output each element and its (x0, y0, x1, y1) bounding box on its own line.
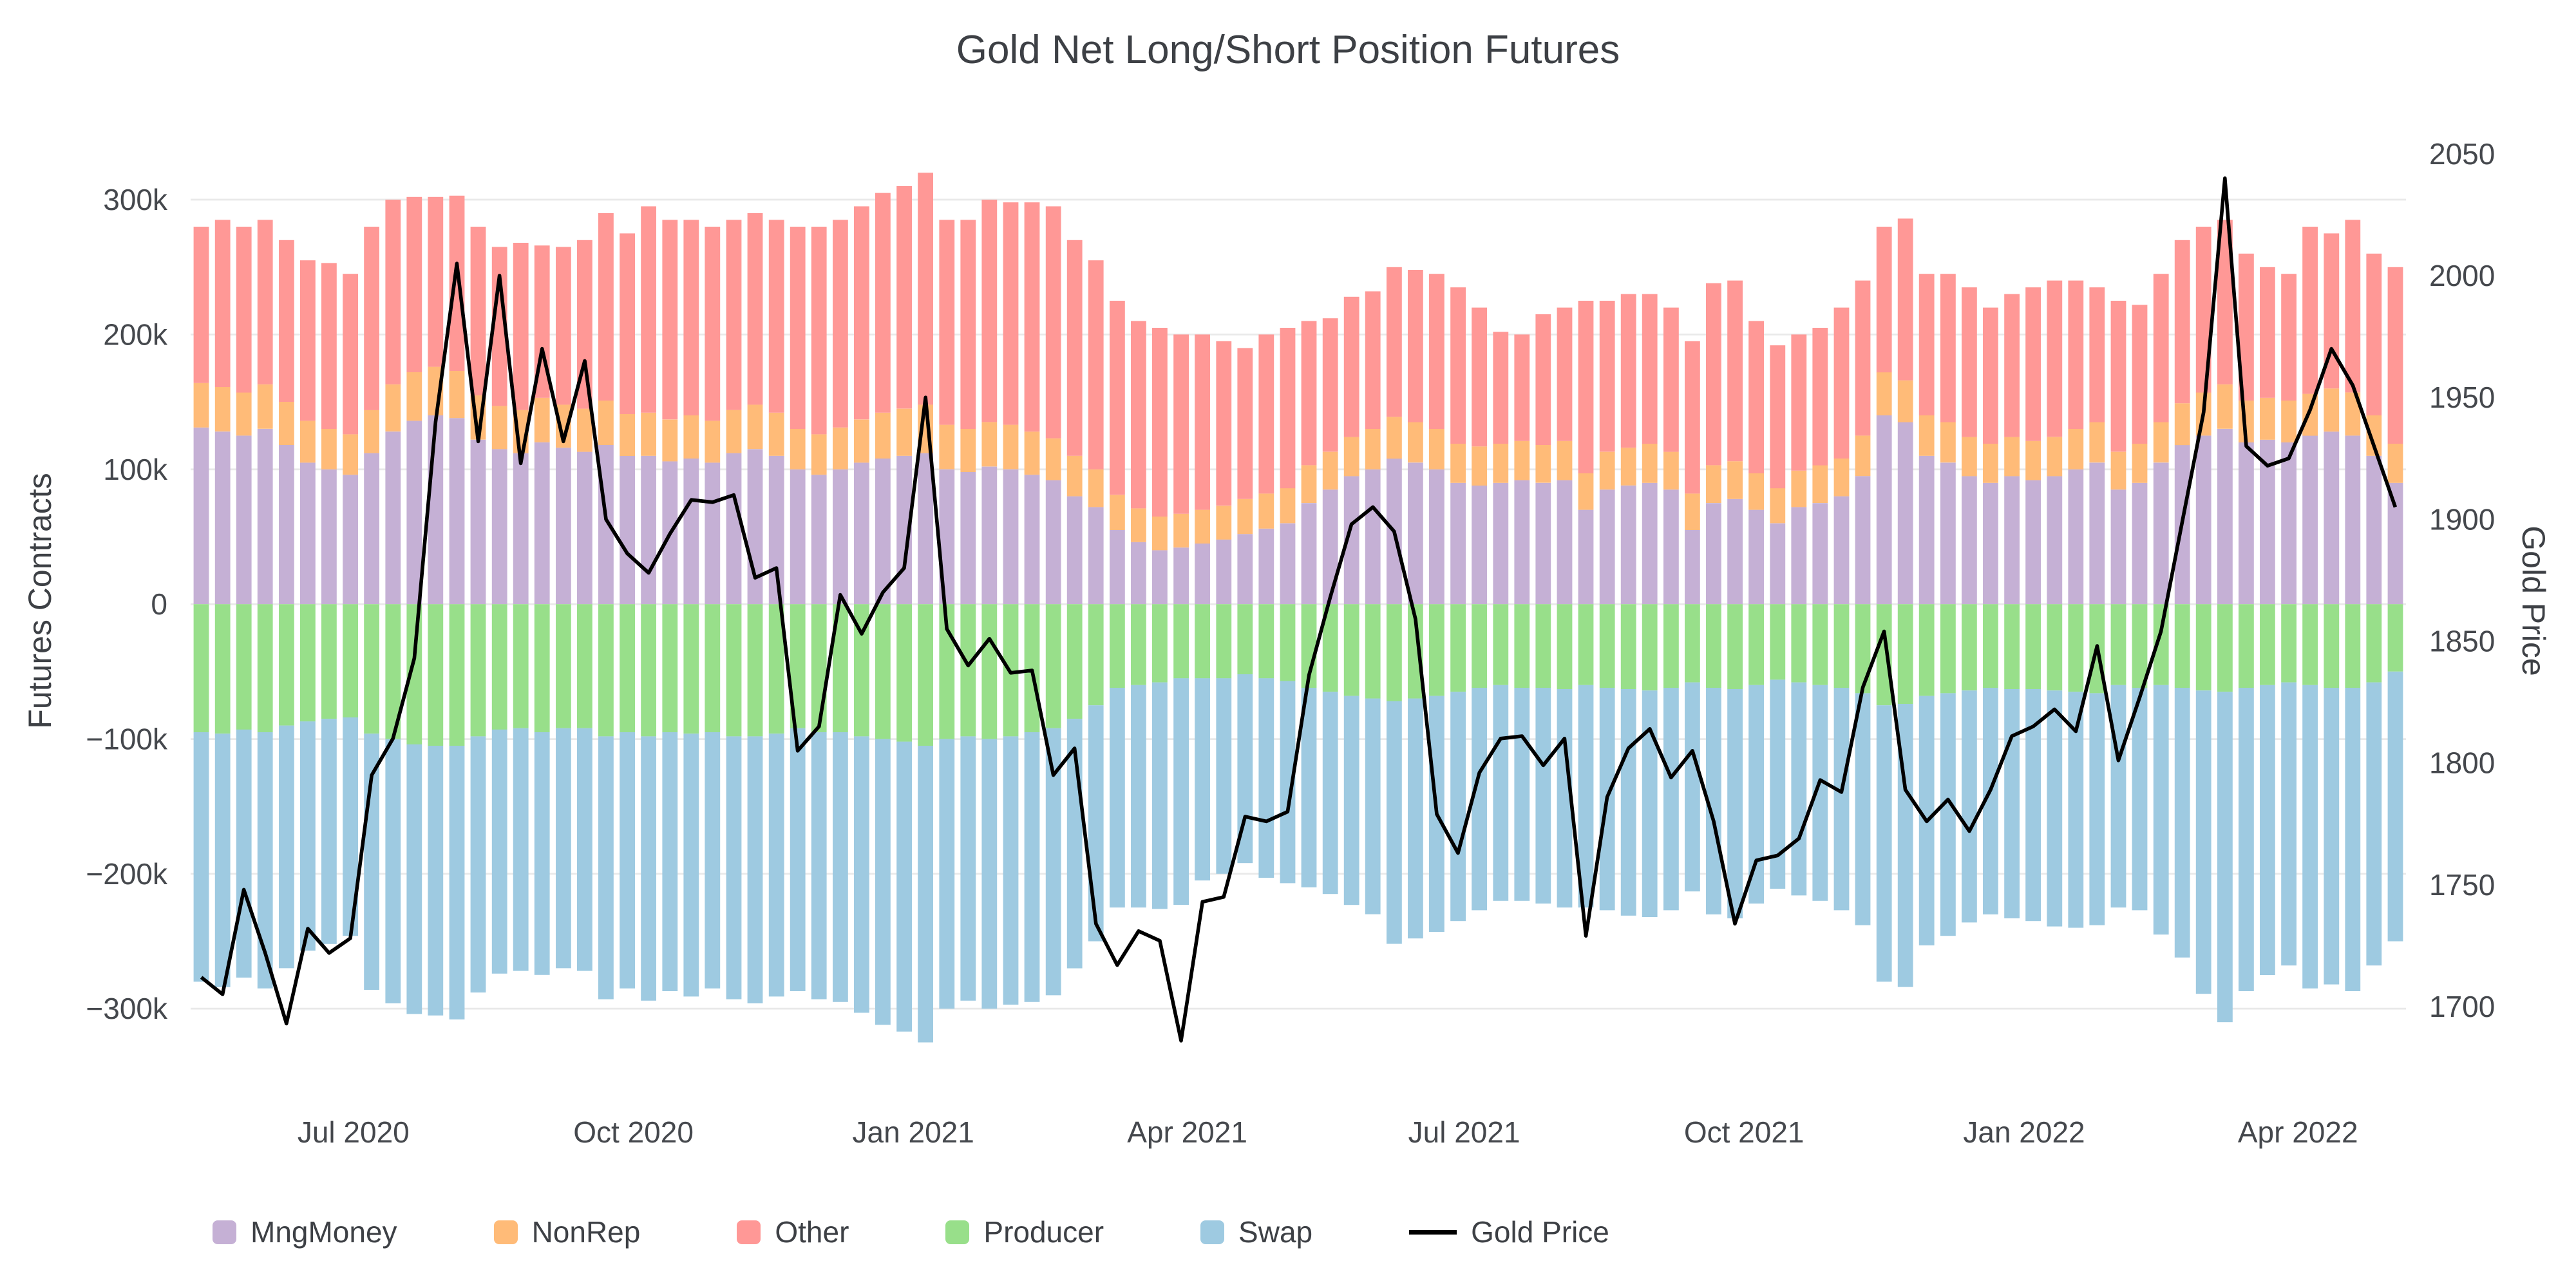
legend-label: Gold Price (1471, 1215, 1609, 1249)
legend-label: Producer (983, 1215, 1104, 1249)
legend-label: Swap (1238, 1215, 1313, 1249)
gold-price-line[interactable] (200, 176, 2398, 1043)
tick-label: Apr 2022 (2238, 1115, 2358, 1149)
tick-label: 1900 (2429, 502, 2495, 536)
tick-label: Jul 2021 (1408, 1115, 1520, 1149)
tick-label: 1950 (2429, 381, 2495, 414)
tick-label: 200k (103, 317, 168, 351)
tick-label: −100k (86, 723, 168, 756)
legend-line-icon (1409, 1229, 1457, 1235)
tick-label: 300k (103, 183, 168, 216)
legend-color-swatch (213, 1220, 236, 1244)
tick-label: 100k (103, 453, 168, 486)
legend-item-producer[interactable]: Producer (945, 1215, 1104, 1249)
legend-label: NonRep (531, 1215, 641, 1249)
legend-color-swatch (945, 1220, 970, 1244)
tick-label: −200k (86, 857, 168, 891)
y-axis-left-tick-labels: 300k 200k 100k 0 −100k −200k −300k (86, 183, 168, 1025)
tick-label: Jan 2022 (1963, 1115, 2085, 1149)
legend-label: Other (775, 1215, 849, 1249)
tick-label: Jul 2020 (298, 1115, 410, 1149)
y-axis-right-tick-labels: 1700 1750 1800 1850 1900 1950 2000 2050 (2429, 137, 2495, 1023)
tick-label: 1850 (2429, 625, 2495, 658)
bar-series-mngmoney[interactable] (193, 415, 2403, 605)
tick-label: 1700 (2429, 990, 2495, 1023)
tick-label: Oct 2020 (573, 1115, 694, 1149)
legend-color-swatch (737, 1220, 761, 1244)
tick-label: 0 (151, 587, 167, 621)
tick-label: 2050 (2429, 137, 2495, 171)
legend: MngMoney NonRep Other Producer Swap Gold Pric… (213, 1215, 1609, 1249)
tick-label: 2000 (2429, 259, 2495, 292)
legend-color-swatch (1200, 1220, 1225, 1244)
tick-label: 1800 (2429, 746, 2495, 780)
legend-item-mngmoney[interactable]: MngMoney (213, 1215, 397, 1249)
tick-label: Apr 2021 (1127, 1115, 1247, 1149)
legend-item-other[interactable]: Other (737, 1215, 849, 1249)
bar-series-producer[interactable] (193, 604, 2403, 746)
tick-label: Jan 2021 (853, 1115, 974, 1149)
legend-item-swap[interactable]: Swap (1200, 1215, 1312, 1249)
y-axis-title-right: Gold Price (2515, 526, 2552, 676)
x-axis-tick-labels: Jul 2020 Oct 2020 Jan 2021 Apr 2021 Jul 2021… (298, 1115, 2358, 1149)
tick-label: Oct 2021 (1684, 1115, 1804, 1149)
bar-series-nonrep[interactable] (193, 366, 2403, 551)
chart-title: Gold Net Long/Short Position Futures (956, 28, 1620, 72)
tick-label: −300k (86, 992, 168, 1025)
legend-item-nonrep[interactable]: NonRep (493, 1215, 641, 1249)
tick-label: 1750 (2429, 868, 2495, 902)
y-axis-title-left: Futures Contracts (22, 473, 58, 729)
legend-color-swatch (493, 1220, 518, 1244)
bar-series-swap[interactable] (193, 671, 2403, 1043)
legend-item-gold-price[interactable]: Gold Price (1409, 1215, 1609, 1249)
legend-label: MngMoney (251, 1215, 397, 1249)
